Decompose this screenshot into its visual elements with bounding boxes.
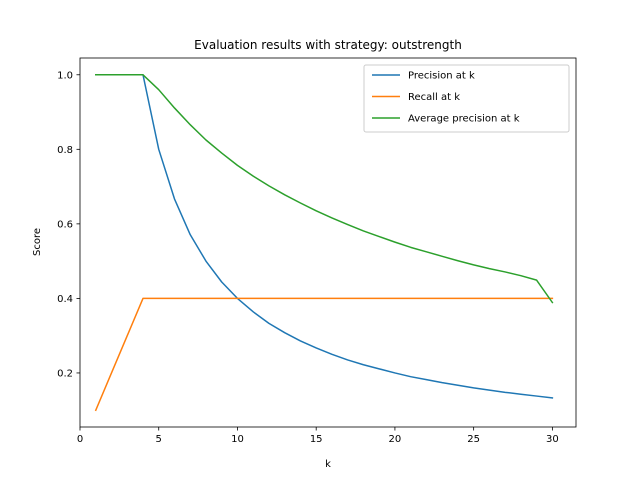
series-line-2 (95, 74, 554, 304)
series-line-0 (95, 74, 554, 399)
x-tick-label: 25 (467, 434, 480, 445)
series-layer (94, 74, 554, 412)
legend-label-2: Average precision at k (408, 114, 520, 125)
x-tick-label: 30 (546, 434, 559, 445)
y-tick-label: 0.8 (57, 145, 73, 156)
chart-title: Evaluation results with strategy: outstr… (194, 38, 462, 52)
y-tick-label: 0.4 (57, 294, 73, 305)
x-tick-label: 5 (156, 434, 162, 445)
y-axis-ticks: 0.2 0.4 0.6 0.8 1.0 (57, 70, 80, 379)
y-axis-label: Score (32, 228, 43, 256)
y-tick-label: 1.0 (57, 70, 73, 81)
y-tick-label: 0.6 (57, 219, 73, 230)
plot-frame (79, 57, 577, 428)
legend-label-1: Recall at k (408, 92, 460, 103)
x-tick-label: 20 (389, 434, 402, 445)
legend-label-0: Precision at k (408, 71, 475, 82)
x-tick-label: 15 (310, 434, 323, 445)
x-tick-label: 0 (77, 434, 83, 445)
x-tick-label: 10 (231, 434, 244, 445)
x-axis-ticks: 0 5 10 15 20 25 30 (77, 427, 559, 445)
legend-box (363, 64, 570, 133)
series-line-1 (94, 297, 554, 412)
y-tick-label: 0.2 (57, 368, 73, 379)
x-axis-label: k (325, 459, 331, 470)
legend: Precision at k Recall at k Average precisi… (363, 64, 570, 133)
